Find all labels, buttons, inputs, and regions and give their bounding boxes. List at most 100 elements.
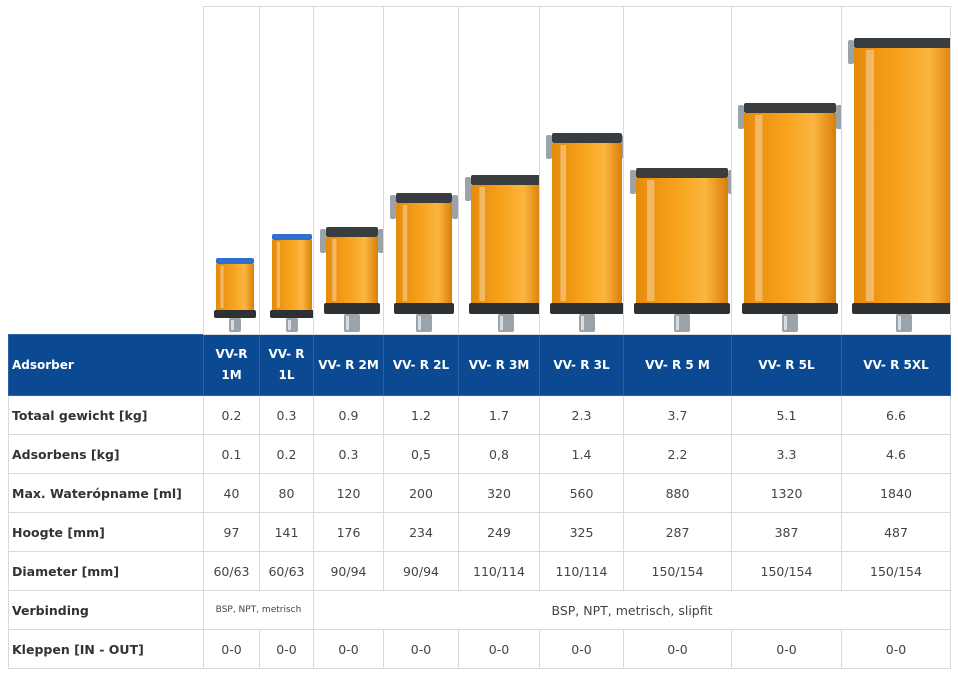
cell: 234 <box>383 512 459 552</box>
fitting-highlight <box>581 316 584 330</box>
cell: 0-0 <box>313 629 384 669</box>
fitting-highlight <box>346 316 349 330</box>
filter-image-vvr-5m <box>630 168 731 332</box>
filter-cap <box>216 258 254 264</box>
cell: 150/154 <box>623 551 732 591</box>
cell: 0.2 <box>259 434 314 474</box>
row-hoogte: Hoogte [mm] 97 141 176 234 249 325 287 3… <box>8 512 951 552</box>
filter-image-vvr-1m <box>214 258 256 332</box>
product-image-7 <box>623 6 732 335</box>
cell: 1320 <box>731 473 842 513</box>
cell: 0-0 <box>841 629 951 669</box>
row-label: Hoogte [mm] <box>8 512 204 552</box>
row-label: Diameter [mm] <box>8 551 204 591</box>
header-row: Adsorber VV-R 1M VV- R 1L VV- R 2M VV- R 2… <box>8 334 951 396</box>
clamp-left <box>320 229 326 253</box>
filter-base <box>270 310 313 318</box>
filter-base <box>742 303 838 314</box>
row-label: Totaal gewicht [kg] <box>8 395 204 435</box>
fitting-highlight <box>288 320 291 330</box>
row-kleppen: Kleppen [IN - OUT] 0-0 0-0 0-0 0-0 0-0 0… <box>8 629 951 669</box>
filter-cap <box>636 168 728 178</box>
row-label: Max. Waterópname [ml] <box>8 473 204 513</box>
cell: 4.6 <box>841 434 951 474</box>
product-image-2 <box>259 6 314 335</box>
clamp-left <box>848 40 854 64</box>
header-label: Adsorber <box>8 334 204 396</box>
cell: 200 <box>383 473 459 513</box>
filter-fitting <box>229 318 241 332</box>
model-name-6: VV- R 3L <box>539 334 624 396</box>
filter-cap <box>396 193 452 203</box>
filter-image-vvr-3l <box>546 133 623 332</box>
cell: 1840 <box>841 473 951 513</box>
filter-image-vvr-5xl <box>848 38 950 332</box>
cell: 3.7 <box>623 395 732 435</box>
filter-body <box>272 240 312 310</box>
row-label: Kleppen [IN - OUT] <box>8 629 204 669</box>
cell: 0-0 <box>259 629 314 669</box>
cell: 0,8 <box>458 434 540 474</box>
model-name-7: VV- R 5 M <box>623 334 732 396</box>
cell: 249 <box>458 512 540 552</box>
cell: 110/114 <box>458 551 540 591</box>
filter-fitting <box>286 318 298 332</box>
filter-image-vvr-2l <box>390 193 458 332</box>
model-name-4: VV- R 2L <box>383 334 459 396</box>
clamp-left <box>465 177 471 201</box>
row-gewicht: Totaal gewicht [kg] 0.2 0.3 0.9 1.2 1.7 … <box>8 395 951 435</box>
row-label: Adsorbens [kg] <box>8 434 204 474</box>
image-row <box>8 6 951 335</box>
fitting-highlight <box>418 316 421 330</box>
row-adsorbens: Adsorbens [kg] 0.1 0.2 0.3 0,5 0,8 1.4 2… <box>8 434 951 474</box>
product-image-9 <box>841 6 951 335</box>
cell: 287 <box>623 512 732 552</box>
body-highlight <box>332 239 337 301</box>
cell: 0-0 <box>203 629 260 669</box>
filter-body <box>326 237 378 303</box>
clamp-left <box>546 135 552 159</box>
cell: 0-0 <box>458 629 540 669</box>
filter-image-vvr-3m <box>465 175 539 332</box>
cell: 0.3 <box>313 434 384 474</box>
cell: 141 <box>259 512 314 552</box>
clamp-right <box>452 195 458 219</box>
cell: 80 <box>259 473 314 513</box>
spec-table: Adsorber VV-R 1M VV- R 1L VV- R 2M VV- R 2… <box>8 6 951 669</box>
product-image-1 <box>203 6 260 335</box>
cell: 1.2 <box>383 395 459 435</box>
clamp-right <box>836 105 841 129</box>
cell: 2.3 <box>539 395 624 435</box>
clamp-right <box>728 170 731 194</box>
filter-base <box>550 303 623 314</box>
filter-body <box>636 178 728 303</box>
cell: 0.1 <box>203 434 260 474</box>
row-label: Verbinding <box>8 590 204 630</box>
row-diameter: Diameter [mm] 60/63 60/63 90/94 90/94 11… <box>8 551 951 591</box>
filter-base <box>469 303 539 314</box>
row-verbinding: Verbinding BSP, NPT, metrisch BSP, NPT, … <box>8 590 951 630</box>
cell: 110/114 <box>539 551 624 591</box>
cell: 0-0 <box>731 629 842 669</box>
filter-cap <box>744 103 836 113</box>
filter-image-vvr-1l <box>270 234 313 332</box>
cell: 40 <box>203 473 260 513</box>
model-name-2: VV- R 1L <box>259 334 314 396</box>
filter-body <box>854 48 950 303</box>
cell: 1.4 <box>539 434 624 474</box>
cell: 560 <box>539 473 624 513</box>
cell-verbinding-large: BSP, NPT, metrisch, slipfit <box>313 590 951 630</box>
cell-verbinding-small: BSP, NPT, metrisch <box>203 590 314 630</box>
model-name-3: VV- R 2M <box>313 334 384 396</box>
filter-body <box>396 203 452 303</box>
fitting-highlight <box>500 316 503 330</box>
body-highlight <box>479 187 485 301</box>
filter-base <box>214 310 256 318</box>
filter-cap <box>326 227 378 237</box>
cell: 150/154 <box>841 551 951 591</box>
product-image-3 <box>313 6 384 335</box>
cell: 176 <box>313 512 384 552</box>
cell: 5.1 <box>731 395 842 435</box>
cell: 0.2 <box>203 395 260 435</box>
cell: 3.3 <box>731 434 842 474</box>
